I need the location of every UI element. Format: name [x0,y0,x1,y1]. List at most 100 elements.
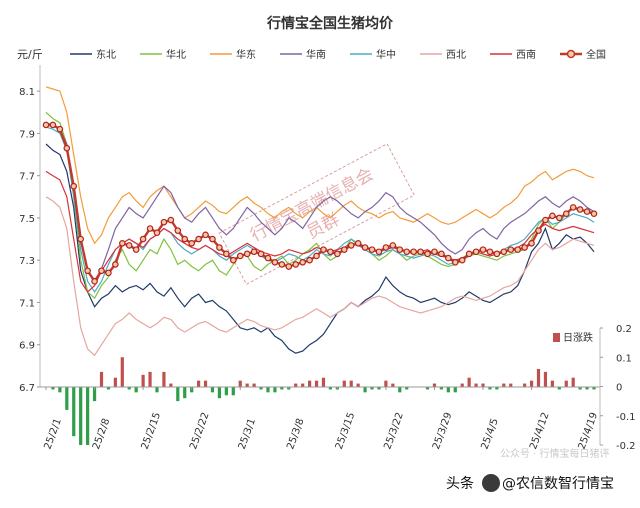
y2-tick-label: 0 [616,383,622,394]
series-line-华南 [45,122,595,283]
legend-label-西南: 西南 [516,48,536,61]
marker-全国-39 [313,252,320,260]
marker-全国-21 [188,239,195,247]
bar-日涨跌-47 [370,386,374,390]
x-tick-label: 25/4/12 [528,411,552,451]
bar-legend-swatch [553,333,560,342]
bar-日涨跌-52 [405,386,409,390]
bar-日涨跌-24 [210,386,215,393]
marker-全国-9 [105,269,112,277]
legend-label-西北: 西北 [446,49,466,61]
marker-全国-38 [306,256,313,264]
footer-left-text: 头条 [446,475,474,492]
marker-全国-47 [368,246,376,253]
bar-日涨跌-71 [536,368,541,387]
legend: 东北 华北 华东 华南 华中 西北 西南 全国 [70,48,606,61]
series-line-华东 [45,86,595,245]
bar-日涨跌-66 [502,383,506,387]
marker-全国-1 [49,121,57,129]
bar-日涨跌-2 [58,386,62,393]
marker-全国-55 [424,250,431,258]
marker-全国-5 [77,235,84,243]
x-tick-label: 25/3/1 [237,417,258,451]
marker-全国-15 [146,225,154,232]
marker-全国-78 [583,208,591,215]
marker-全国-33 [271,259,279,266]
bar-日涨跌-73 [550,380,554,387]
marker-全国-41 [327,248,334,256]
marker-全国-40 [320,246,327,253]
bar-日涨跌-65 [495,386,499,390]
legend-label-华中: 华中 [376,48,396,61]
marker-全国-49 [382,244,390,251]
marker-全国-69 [521,244,528,251]
marker-全国-4 [70,182,78,190]
bar-日涨跌-58 [446,386,450,393]
bar-日涨跌-62 [474,383,478,387]
legend-label-华东: 华东 [236,48,256,61]
bar-日涨跌-27 [231,386,235,396]
marker-全国-54 [417,248,424,256]
marker-全国-46 [361,244,369,251]
bar-日涨跌-30 [252,383,256,387]
bar-日涨跌-20 [183,386,187,399]
bar-日涨跌-39 [314,380,319,387]
marker-全国-52 [403,248,411,256]
marker-全国-30 [250,248,258,256]
y-tick-label: 7.7 [19,172,35,183]
series-line-西北 [45,196,595,357]
bar-日涨跌-55 [425,386,430,390]
x-tick-label: 25/3/15 [334,411,358,451]
bar-日涨跌-6 [86,386,90,445]
legend-marker-全国 [566,49,576,59]
legend-label-东北: 东北 [96,48,116,61]
legend-label-华北: 华北 [166,48,186,61]
bar-日涨跌-78 [585,386,589,390]
bar-日涨跌-31 [259,386,263,390]
marker-全国-62 [472,248,480,256]
marker-全国-19 [174,227,182,234]
bar-日涨跌-57 [439,386,443,390]
bar-日涨跌-75 [564,380,568,387]
bar-日涨跌-10 [113,377,117,387]
marker-全国-79 [590,210,598,218]
marker-全国-16 [153,229,161,237]
marker-全国-26 [223,250,230,258]
marker-全国-6 [84,267,91,275]
bar-日涨跌-37 [301,383,305,387]
bar-日涨跌-44 [349,380,353,387]
series-lines [42,86,598,357]
bar-legend: 日涨跌 [553,331,593,344]
marker-全国-60 [458,256,466,264]
marker-全国-14 [139,235,147,243]
marker-全国-61 [465,250,473,258]
marker-全国-20 [181,235,189,243]
y2-tick-label: -0.1 [616,412,636,423]
y-tick-label: 7.5 [19,214,35,225]
marker-全国-59 [451,259,459,266]
marker-全国-63 [479,246,487,253]
bar-日涨跌-67 [509,383,513,387]
x-tick-label: 25/4/19 [577,411,601,451]
bar-日涨跌-18 [169,383,173,387]
x-tick-label: 25/2/15 [140,411,164,451]
marker-全国-34 [278,261,286,268]
bar-日涨跌-28 [238,380,242,387]
marker-全国-53 [410,248,417,256]
marker-全国-67 [507,246,515,253]
x-tick-label: 25/3/22 [382,411,406,451]
footer-main-text: @农信数智行情宝 [502,476,614,492]
bar-日涨跌-40 [321,377,326,387]
bar-日涨跌-3 [65,386,69,410]
marker-全国-70 [528,239,535,247]
marker-全国-77 [576,206,584,213]
marker-全国-44 [347,242,355,249]
bar-日涨跌-49 [384,380,388,387]
chart-title: 行情宝全国生猪均价 [266,15,394,32]
marker-全国-58 [445,254,452,262]
bar-日涨跌-25 [217,386,222,399]
bar-日涨跌-74 [557,386,561,390]
bar-日涨跌-45 [356,383,360,387]
bar-日涨跌-50 [391,383,395,387]
footer-faded-text: 公众号 · 行情宝每日猪评 [500,447,610,460]
